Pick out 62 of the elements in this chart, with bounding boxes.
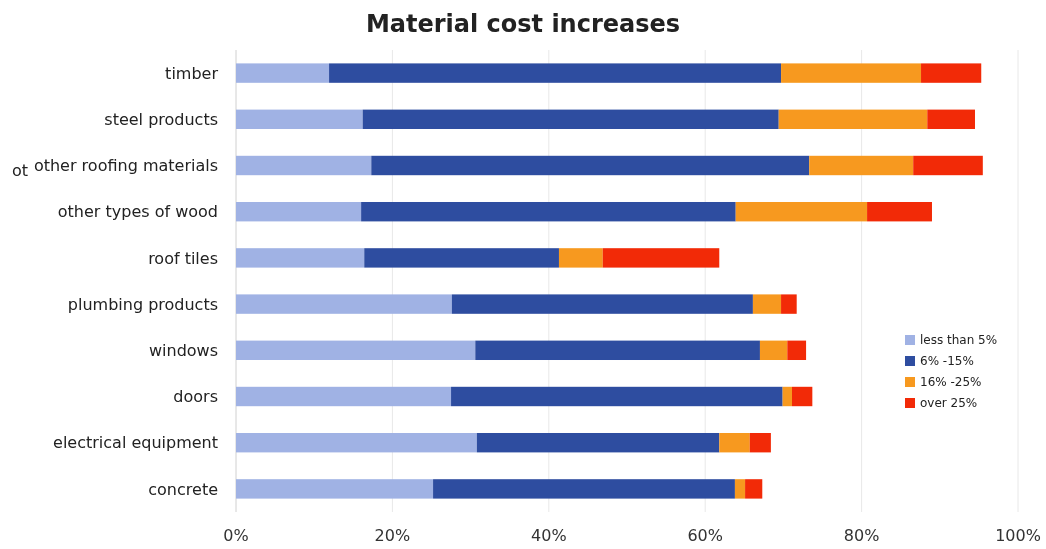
x-tick-label: 40% bbox=[531, 526, 567, 545]
bar bbox=[361, 202, 736, 222]
bar bbox=[329, 63, 782, 83]
x-tick-label: 20% bbox=[374, 526, 411, 545]
bar bbox=[236, 155, 372, 176]
x-tick-label: 100% bbox=[995, 526, 1041, 545]
bar bbox=[778, 109, 928, 129]
bar bbox=[475, 340, 760, 360]
bar bbox=[787, 340, 807, 360]
bar bbox=[921, 63, 982, 83]
x-tick-label: 0% bbox=[223, 526, 249, 545]
y-tick-label: concrete bbox=[148, 479, 218, 499]
bar bbox=[476, 433, 720, 453]
x-tick-label: 80% bbox=[843, 526, 880, 545]
bar bbox=[236, 202, 362, 222]
bar bbox=[719, 433, 750, 453]
legend-label: over 25% bbox=[920, 396, 978, 411]
bar bbox=[236, 479, 434, 499]
bar bbox=[781, 294, 797, 314]
bar bbox=[236, 386, 452, 407]
legend-label: 16% -25% bbox=[920, 375, 982, 390]
bar bbox=[867, 202, 932, 222]
bar bbox=[362, 109, 779, 129]
chart-title: Material cost increases bbox=[365, 10, 681, 38]
bar bbox=[236, 109, 363, 129]
bar bbox=[782, 386, 792, 407]
bar bbox=[602, 248, 720, 268]
bar bbox=[364, 248, 559, 268]
bar bbox=[781, 63, 922, 83]
bar bbox=[236, 433, 477, 453]
y-tick-label: other types of wood bbox=[57, 202, 218, 222]
bar bbox=[745, 479, 763, 499]
y-tick-label: other roofing materials bbox=[33, 156, 218, 176]
bar bbox=[927, 109, 975, 129]
bar bbox=[236, 248, 365, 268]
bar bbox=[433, 479, 735, 499]
bar bbox=[371, 155, 810, 176]
legend-label: less than 5% bbox=[920, 333, 998, 348]
bar bbox=[752, 294, 782, 314]
y-tick-label: doors bbox=[173, 387, 218, 407]
legend-label: 6% -15% bbox=[920, 354, 974, 369]
bar bbox=[735, 202, 868, 222]
bar bbox=[792, 386, 813, 407]
y-tick-label: roof tiles bbox=[148, 248, 218, 268]
bar bbox=[759, 340, 788, 360]
x-tick-label: 60% bbox=[687, 526, 723, 545]
bar bbox=[734, 479, 746, 499]
bar bbox=[236, 294, 452, 314]
y-tick-label: electrical equipment bbox=[53, 433, 218, 453]
y-tick-label: timber bbox=[165, 63, 219, 83]
bar bbox=[558, 248, 603, 268]
bar bbox=[809, 155, 914, 176]
bar bbox=[236, 340, 476, 360]
bar bbox=[913, 155, 983, 176]
bar bbox=[749, 433, 771, 453]
bar bbox=[451, 294, 753, 314]
bar bbox=[236, 63, 330, 83]
text: ot bbox=[12, 160, 29, 180]
y-tick-label: windows bbox=[148, 340, 218, 360]
bar bbox=[451, 386, 783, 407]
y-tick-label: steel products bbox=[104, 109, 218, 129]
y-tick-label: plumbing products bbox=[67, 294, 218, 314]
